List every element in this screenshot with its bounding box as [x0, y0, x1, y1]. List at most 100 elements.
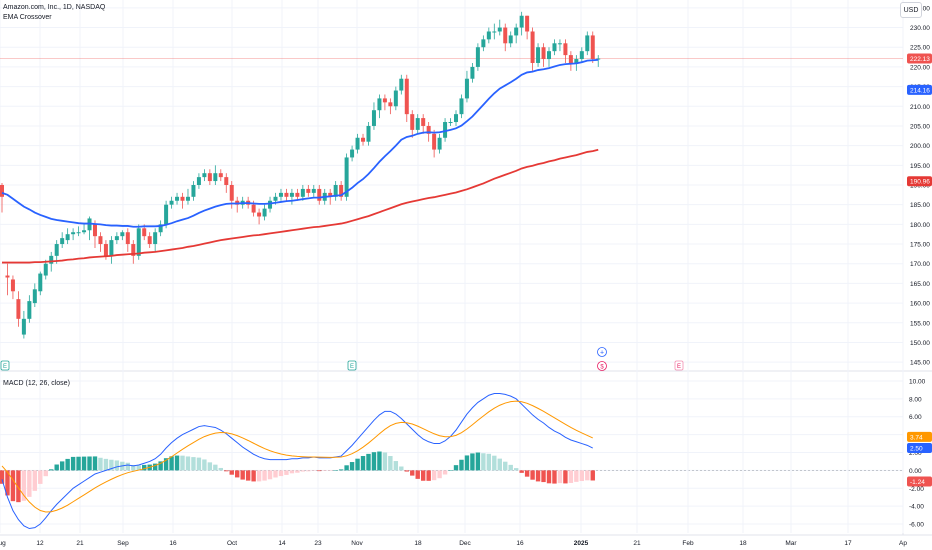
candle-body — [579, 51, 584, 60]
macd-histogram-bar — [289, 470, 295, 474]
macd-histogram-bar — [196, 457, 202, 471]
candle-body — [388, 102, 393, 107]
candle-body — [568, 55, 573, 63]
macd-histogram-bar — [163, 458, 169, 471]
ema-fast-badge — [907, 84, 932, 95]
time-tick-label: Oct — [227, 540, 237, 547]
candle-body — [71, 232, 76, 235]
macd-histogram-bar — [180, 455, 185, 471]
macd-histogram-bar — [109, 459, 114, 471]
ema-slow-badge — [907, 176, 932, 187]
price-tick-label: 155.00 — [910, 320, 930, 327]
earnings-marker[interactable] — [0, 360, 10, 371]
macd-histogram-bar — [169, 456, 174, 471]
time-tick-label: 21 — [633, 540, 641, 547]
candle-body — [306, 188, 311, 193]
macd-histogram-bar — [229, 470, 234, 475]
earnings-marker[interactable] — [347, 360, 357, 371]
candle-body — [481, 39, 486, 48]
earnings-marker[interactable] — [674, 360, 684, 371]
candle-body — [60, 238, 65, 245]
plus-marker[interactable] — [597, 347, 607, 357]
candle-body — [536, 47, 541, 63]
macd-histogram-bar — [338, 469, 344, 471]
macd-histogram-bar — [355, 458, 360, 471]
candle-body — [175, 196, 180, 201]
candle-body — [492, 31, 497, 33]
macd-histogram-bar — [508, 464, 513, 471]
indicator-legend[interactable]: EMA Crossover — [3, 14, 52, 21]
candle-body — [180, 196, 185, 201]
signal-badge-text: 3.74 — [910, 434, 923, 441]
candle-body — [131, 244, 136, 256]
candle-body — [38, 273, 43, 292]
macd-legend[interactable]: MACD (12, 26, close) — [3, 380, 70, 387]
histogram-badge-text: -1.24 — [910, 479, 925, 486]
candle-body — [514, 27, 519, 36]
time-tick-label: 14 — [278, 540, 286, 547]
time-tick-label: Dec — [459, 540, 471, 547]
macd-histogram-bar — [98, 457, 103, 471]
price-tick-label: 220.00 — [910, 64, 930, 71]
last-price-badge — [907, 53, 932, 64]
macd-histogram-bar — [32, 470, 38, 491]
macd-histogram-bar — [590, 470, 595, 481]
macd-histogram-bar — [404, 470, 409, 472]
candle-body — [10, 279, 15, 292]
macd-histogram-bar — [142, 464, 147, 471]
price-tick-label: 145.00 — [910, 360, 930, 367]
ema-lines — [1, 58, 599, 264]
candle-body — [109, 240, 114, 256]
plus-icon: + — [600, 350, 604, 357]
macd-histogram-bar — [92, 456, 98, 471]
candle-body — [361, 137, 366, 142]
macd-histogram-bar — [256, 470, 262, 482]
macd-histogram-bar — [513, 468, 519, 471]
grid — [0, 0, 932, 536]
price-tick-label: 170.00 — [910, 261, 930, 268]
macd-histogram-bar — [174, 455, 180, 471]
macd-histogram-bar — [393, 461, 399, 471]
macd-histogram-bar — [65, 458, 70, 471]
macd-histogram-bar — [70, 456, 76, 471]
macd-histogram-bar — [278, 470, 284, 477]
earnings-marker-label: E — [3, 364, 7, 370]
macd-histogram-bar — [377, 451, 382, 471]
macd-histogram-bar — [213, 464, 218, 471]
macd-histogram-bar — [448, 470, 453, 471]
time-tick-label: Nov — [351, 540, 363, 547]
macd-histogram-bar — [10, 470, 16, 502]
macd-histogram-bar — [415, 470, 420, 479]
macd-histogram-bar — [492, 455, 497, 471]
candle-body — [366, 125, 371, 142]
macd-histogram-bar — [87, 456, 92, 471]
candle-body — [0, 185, 4, 197]
ema-fast-line — [1, 58, 599, 228]
candle-body — [486, 31, 491, 40]
macd-tick-label: -6.00 — [909, 522, 924, 529]
candle-body — [415, 118, 420, 130]
currency-button[interactable]: USD — [900, 2, 922, 18]
macd-histogram-bar — [349, 462, 355, 471]
candle-body — [596, 58, 601, 60]
candle-body — [268, 200, 273, 209]
macd-histogram-bar — [574, 470, 579, 482]
candle-body — [218, 173, 223, 178]
candle-body — [344, 157, 349, 197]
candle-body — [207, 173, 212, 182]
macd-histogram-bar — [273, 470, 278, 478]
macd-histogram-bar — [585, 470, 590, 481]
price-tick-label: 200.00 — [910, 143, 930, 150]
time-tick-label: 23 — [314, 540, 322, 547]
dividend-marker[interactable] — [597, 361, 607, 371]
candle-body — [519, 15, 524, 28]
time-tick-label: Aug — [0, 540, 6, 547]
price-tick-label: 195.00 — [910, 163, 930, 170]
symbol-legend[interactable]: Amazon.com, Inc., 1D, NASDAQ — [3, 4, 106, 11]
macd-histogram-bar — [410, 470, 415, 476]
candle-body — [404, 78, 409, 115]
macd-histogram-bar — [317, 470, 322, 472]
macd-histogram-bar — [38, 470, 43, 484]
macd-histogram-bar — [300, 470, 306, 472]
